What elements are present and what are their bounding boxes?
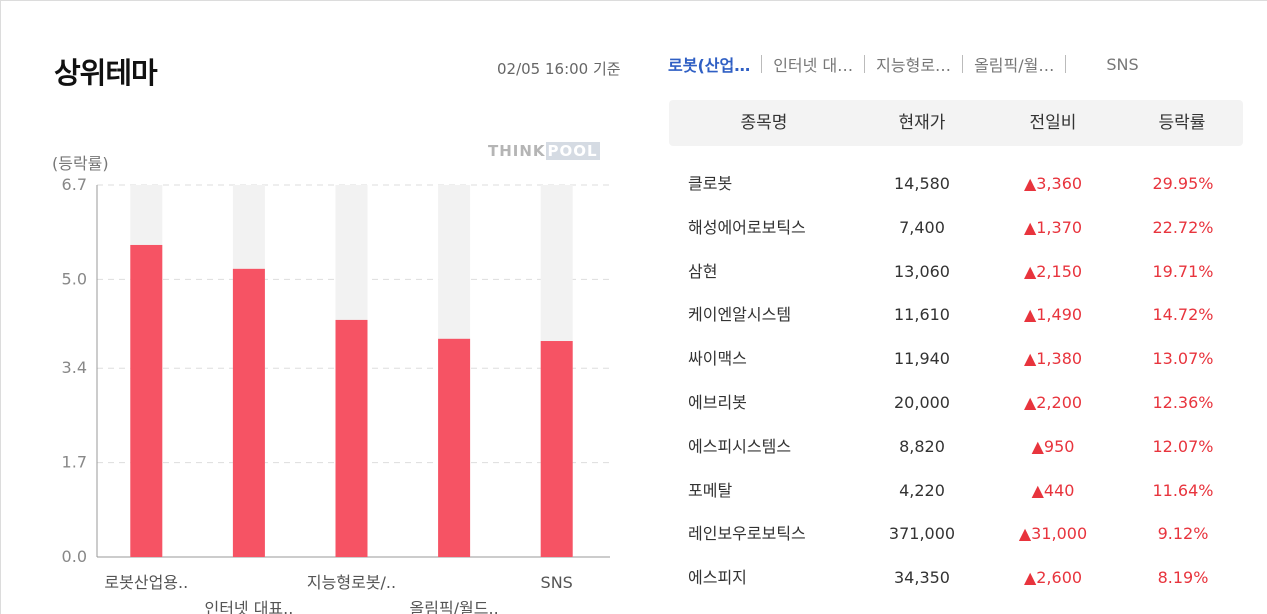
x-tick-label: 로봇산업용.. — [104, 573, 188, 592]
tab-theme-2[interactable]: 인터넷 대… — [773, 56, 854, 75]
stock-name[interactable]: 에스피지 — [688, 568, 747, 588]
bar — [438, 338, 471, 557]
stock-price: 34,350 — [894, 568, 950, 588]
stock-rate: 22.72% — [1152, 217, 1214, 237]
x-tick-label: 올림픽/월드.. — [410, 599, 499, 614]
stock-rate: 12.36% — [1152, 392, 1214, 412]
stock-price: 4,220 — [899, 480, 945, 500]
bar — [540, 341, 573, 557]
tab-separator — [962, 55, 964, 73]
stock-rate: 9.12% — [1157, 524, 1209, 544]
stock-price: 20,000 — [894, 392, 950, 412]
tab-separator — [761, 55, 763, 73]
stock-price: 14,580 — [894, 174, 950, 193]
stock-name[interactable]: 에브리봇 — [688, 392, 747, 412]
bar — [232, 268, 265, 557]
thinkpool-logo: THINK POOL — [488, 142, 600, 160]
timestamp: 02/05 16:00 기준 — [497, 60, 621, 78]
table-row[interactable]: 에스피시스템스 8,820 ▲950 12.07% — [669, 425, 1243, 469]
x-tick-label: SNS — [541, 573, 573, 592]
x-tick-label: 인터넷 대표.. — [204, 599, 293, 614]
bar-chart: 0.0 1.7 3.4 5.0 6.7 로봇산업용.. 인터넷 대표.. 지능형로봇/.. 올림… — [62, 175, 610, 614]
column-header-price: 현재가 — [898, 113, 946, 133]
table-row[interactable]: 삼현 13,060 ▲2,150 19.71% — [669, 250, 1243, 294]
stock-name[interactable]: 클로봇 — [688, 174, 733, 193]
stock-change: ▲1,490 — [1023, 305, 1083, 325]
stock-change: ▲440 — [1031, 480, 1075, 500]
stock-list: 클로봇 14,580 ▲3,360 29.95% 해성에어로보틱스 7,400 ▲1,370… — [669, 162, 1243, 600]
stock-price: 7,400 — [899, 217, 945, 237]
stock-change: ▲950 — [1031, 436, 1075, 456]
table-row[interactable]: 포메탈 4,220 ▲440 11.64% — [669, 469, 1243, 513]
y-tick-label: 5.0 — [62, 269, 87, 288]
theme-chart: (등락률) THINK POOL 0.0 1.7 3.4 5.0 6.7 로봇산업용.. 인터… — [40, 140, 620, 614]
column-header-rate: 등락률 — [1158, 113, 1206, 133]
stock-price: 371,000 — [888, 524, 956, 544]
stock-rate: 11.64% — [1152, 480, 1214, 500]
stock-change: ▲2,150 — [1023, 261, 1083, 281]
stock-change: ▲1,370 — [1023, 217, 1083, 237]
table-row[interactable]: 에브리봇 20,000 ▲2,200 12.36% — [669, 381, 1243, 425]
table-row[interactable]: 케이엔알시스템 11,610 ▲1,490 14.72% — [669, 293, 1243, 337]
stock-name[interactable]: 포메탈 — [688, 480, 733, 500]
x-tick-label: 지능형로봇/.. — [307, 573, 396, 592]
tab-separator — [1065, 55, 1067, 73]
table-row[interactable]: 싸이맥스 11,940 ▲1,380 13.07% — [669, 337, 1243, 381]
column-header-name: 종목명 — [740, 113, 788, 133]
tab-theme-1[interactable]: 로봇(산업… — [668, 56, 751, 75]
stock-rate: 19.71% — [1152, 261, 1214, 281]
stock-name[interactable]: 삼현 — [688, 261, 718, 281]
table-row[interactable]: 해성에어로보틱스 7,400 ▲1,370 22.72% — [669, 206, 1243, 250]
bar — [130, 244, 163, 557]
stock-change: ▲31,000 — [1018, 524, 1088, 544]
stock-name[interactable]: 에스피시스템스 — [688, 436, 792, 456]
theme-tabs: 로봇(산업… 인터넷 대… 지능형로… 올림픽/월… SNS — [668, 52, 1228, 76]
stock-price: 13,060 — [894, 261, 950, 281]
stock-change: ▲2,600 — [1023, 568, 1083, 588]
stock-name[interactable]: 해성에어로보틱스 — [688, 217, 806, 237]
stock-name[interactable]: 싸이맥스 — [688, 349, 747, 369]
page-title: 상위테마 — [54, 56, 158, 90]
stock-rate: 12.07% — [1152, 436, 1214, 456]
y-tick-label: 3.4 — [62, 358, 87, 377]
stock-price: 11,940 — [894, 349, 950, 369]
table-header: 종목명 현재가 전일비 등락률 — [669, 100, 1243, 146]
stock-name[interactable]: 케이엔알시스템 — [688, 305, 792, 325]
stock-rate: 8.19% — [1157, 568, 1209, 588]
stock-price: 8,820 — [899, 436, 945, 456]
tab-theme-3[interactable]: 지능형로… — [876, 56, 952, 75]
stock-rate: 29.95% — [1152, 174, 1214, 193]
tab-theme-5[interactable]: SNS — [1106, 54, 1139, 74]
stock-rate: 14.72% — [1152, 305, 1214, 325]
bar — [335, 319, 368, 557]
tab-theme-4[interactable]: 올림픽/월… — [974, 56, 1055, 75]
y-tick-label: 1.7 — [62, 453, 87, 472]
y-tick-label: 0.0 — [62, 547, 87, 566]
stock-change: ▲3,360 — [1023, 174, 1083, 193]
table-row[interactable]: 레인보우로보틱스 371,000 ▲31,000 9.12% — [669, 512, 1243, 556]
table-row[interactable]: 에스피지 34,350 ▲2,600 8.19% — [669, 556, 1243, 600]
table-row[interactable]: 클로봇 14,580 ▲3,360 29.95% — [669, 162, 1243, 206]
stock-rate: 13.07% — [1152, 349, 1214, 369]
y-tick-label: 6.7 — [62, 175, 87, 194]
y-axis-title: (등락률) — [52, 154, 109, 173]
stock-price: 11,610 — [894, 305, 950, 325]
stock-change: ▲1,380 — [1023, 349, 1083, 369]
stock-name[interactable]: 레인보우로보틱스 — [688, 524, 806, 544]
column-header-change: 전일비 — [1029, 113, 1077, 133]
stock-change: ▲2,200 — [1023, 392, 1083, 412]
tab-separator — [864, 55, 866, 73]
